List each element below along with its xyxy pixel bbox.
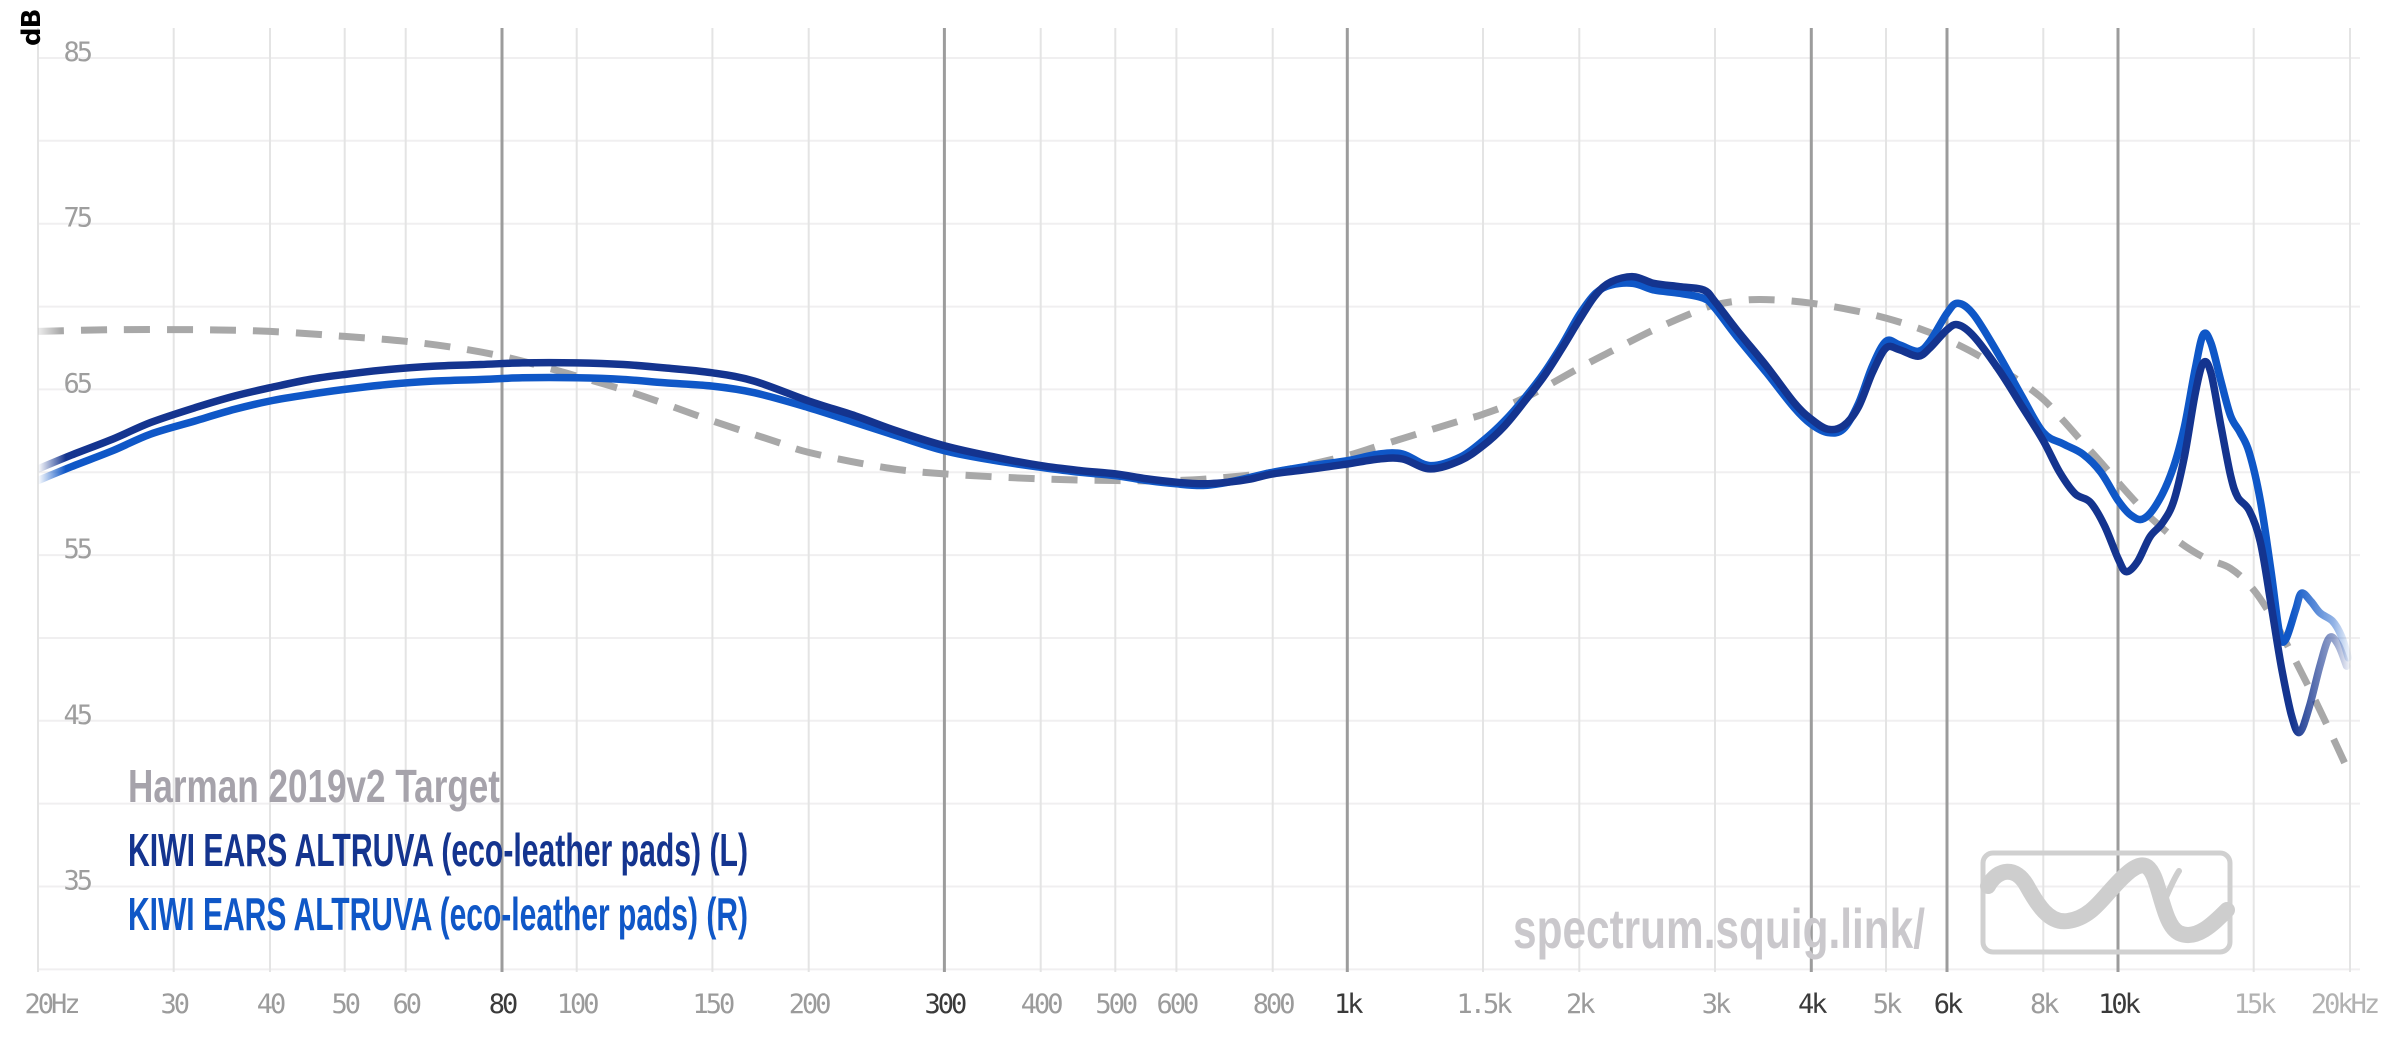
x-tick-label: 600: [1157, 989, 1199, 1020]
legend-left-channel-label[interactable]: KIWI EARS ALTRUVA (eco-leather pads) (L): [128, 824, 748, 876]
squig-logo-wave: [1980, 857, 2235, 943]
y-axis-tick-labels: 85 75 65 55 45 35: [63, 37, 94, 897]
y-tick-label: 45: [63, 700, 91, 731]
x-tick-label: 100: [557, 989, 599, 1020]
x-tick-label: 300: [925, 989, 967, 1020]
y-tick-label: 55: [63, 534, 91, 565]
x-tick-label: 5k: [1873, 989, 1902, 1020]
x-tick-label: 40: [257, 989, 285, 1020]
x-tick-label: 15k: [2234, 989, 2277, 1020]
squig-logo-frame: [1980, 850, 2233, 955]
x-tick-label: 50: [331, 989, 359, 1020]
y-tick-label: 75: [63, 203, 91, 234]
x-tick-label: 200: [789, 989, 831, 1020]
x-tick-label: 400: [1021, 989, 1063, 1020]
x-tick-label: 6k: [1934, 989, 1963, 1020]
y-tick-label: 65: [63, 368, 91, 399]
legend-right-channel-label[interactable]: KIWI EARS ALTRUVA (eco-leather pads) (R): [128, 888, 748, 940]
watermark-text: spectrum.squig.link/: [1513, 897, 1925, 960]
legend: Harman 2019v2 Target KIWI EARS ALTRUVA (…: [128, 760, 748, 940]
x-tick-label: 2k: [1566, 989, 1595, 1020]
curve-left-channel: [34, 272, 2351, 737]
x-axis-tick-labels: 20Hz 30 40 50 60 80 100 150 200 300 400 500 600 800 1k…: [24, 989, 2380, 1020]
x-tick-label: 10k: [2098, 989, 2141, 1020]
x-tick-label: 80: [489, 989, 517, 1020]
x-tick-label: 30: [160, 989, 188, 1020]
gridlines-vertical: [37, 28, 2351, 972]
x-tick-label: 150: [693, 989, 735, 1020]
y-tick-label: 35: [63, 866, 91, 897]
legend-target-label[interactable]: Harman 2019v2 Target: [128, 760, 500, 812]
squig-logo: [1980, 850, 2235, 955]
x-tick-label: 3k: [1702, 989, 1731, 1020]
x-tick-label: 1k: [1334, 989, 1363, 1020]
fr-curves: [34, 272, 2353, 769]
y-axis-unit-label: dB: [17, 10, 47, 46]
x-tick-label: 20kHz: [2311, 989, 2378, 1020]
x-tick-label: 60: [392, 989, 420, 1020]
gridlines-horizontal: [38, 57, 2360, 971]
x-tick-label: 20Hz: [24, 989, 78, 1020]
y-tick-label: 85: [63, 37, 91, 68]
curve-right-channel: [34, 279, 2353, 662]
x-tick-label: 1.5k: [1456, 989, 1512, 1020]
x-tick-label: 500: [1095, 989, 1137, 1020]
x-tick-label: 4k: [1798, 989, 1827, 1020]
squig-logo-wave-tail: [2159, 868, 2182, 909]
x-tick-label: 8k: [2030, 989, 2059, 1020]
x-tick-label: 800: [1253, 989, 1295, 1020]
